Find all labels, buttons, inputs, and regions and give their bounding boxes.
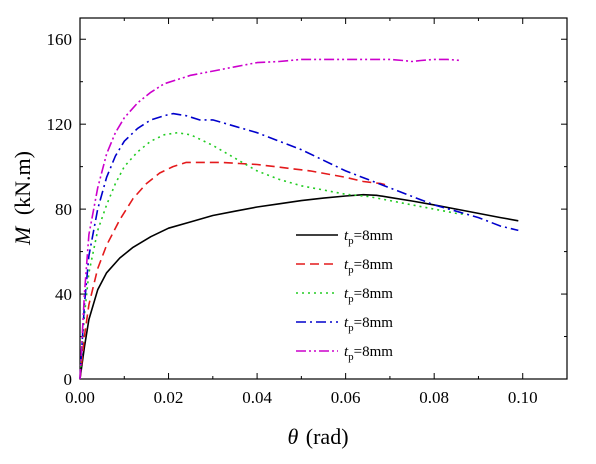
x-tick-label: 0.10 [508,388,538,407]
x-tick-label: 0.04 [242,388,272,407]
x-axis-symbol: θ [287,424,298,449]
series-layer [79,58,519,380]
y-axis-unit: (kN.m) [10,151,35,215]
legend-subscript: p [348,322,354,334]
legend-value: =8mm [354,315,394,331]
x-tick-label: 0.08 [419,388,449,407]
legend-symbol: t [344,228,349,244]
y-axis-ticks: 0 40 80 120 160 [47,30,567,389]
y-tick-label: 0 [64,370,73,389]
legend-label-2: tp=8mm [344,257,393,276]
legend-subscript: p [348,293,354,305]
series-line-4 [79,112,519,380]
legend-symbol: t [344,286,349,302]
y-tick-label: 120 [47,115,73,134]
legend-value: =8mm [354,344,394,360]
y-tick-label: 80 [55,200,72,219]
y-axis-title: M (kN.m) [10,151,35,246]
x-tick-label: 0.00 [65,388,95,407]
x-axis-unit: (rad) [306,424,349,449]
x-axis-title: θ (rad) [287,424,348,449]
legend-label-4: tp=8mm [344,315,393,334]
legend-subscript: p [348,351,354,363]
legend-label-5: tp=8mm [344,344,393,363]
legend-symbol: t [344,344,349,360]
y-tick-label: 160 [47,30,73,49]
legend-value: =8mm [354,286,394,302]
series-line-3 [79,131,466,380]
y-tick-label: 40 [55,285,72,304]
x-tick-label: 0.06 [331,388,361,407]
x-axis-ticks: 0.00 0.02 0.04 0.06 0.08 0.10 [65,18,538,407]
legend-symbol: t [344,315,349,331]
x-tick-label: 0.02 [154,388,184,407]
series-line-2 [79,161,391,380]
legend-symbol: t [344,257,349,273]
legend-label-3: tp=8mm [344,286,393,305]
legend-subscript: p [348,235,354,247]
plot-frame [79,17,568,380]
legend-label-1: tp=8mm [344,228,393,247]
series-line-5 [79,58,461,380]
legend-value: =8mm [354,257,394,273]
legend-value: =8mm [354,228,394,244]
series-line-1 [79,193,519,380]
legend-subscript: p [348,264,354,276]
y-axis-symbol: M [10,225,35,246]
